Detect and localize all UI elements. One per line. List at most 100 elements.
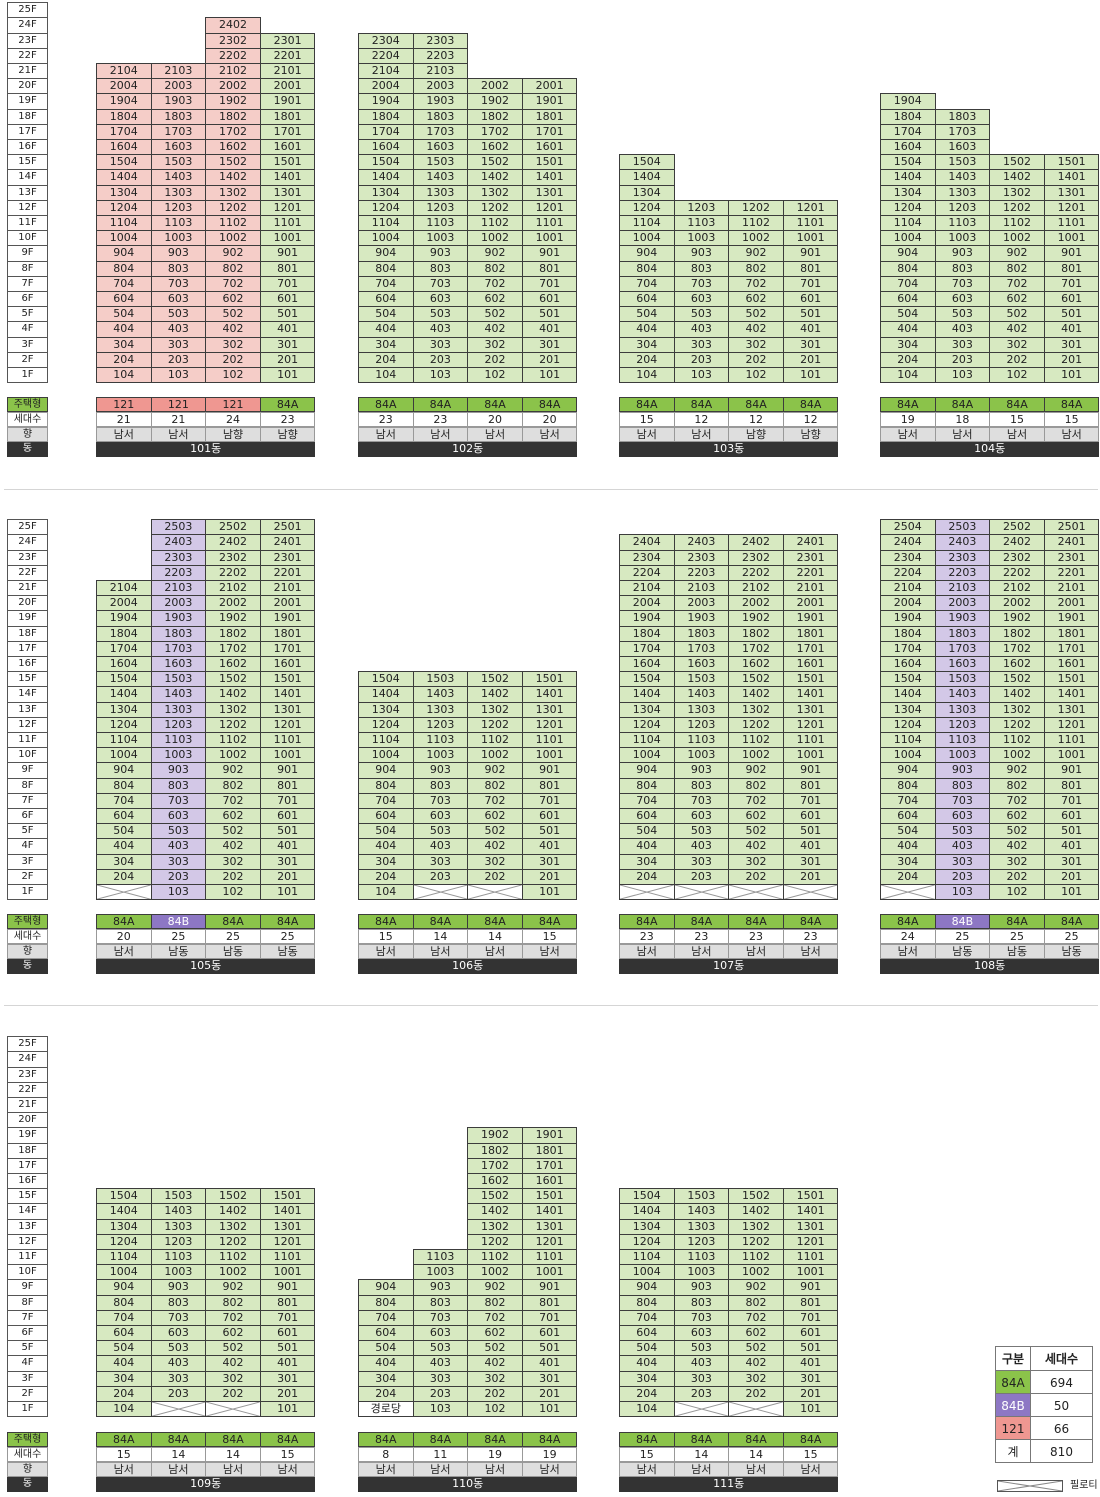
unit-cell[interactable]: 1101 bbox=[1043, 732, 1100, 749]
unit-cell[interactable]: 101 bbox=[521, 884, 578, 901]
unit-cell[interactable]: 801 bbox=[521, 777, 578, 794]
unit-cell[interactable]: 702 bbox=[205, 275, 261, 292]
unit-cell[interactable]: 904 bbox=[96, 1279, 152, 1296]
unit-cell[interactable]: 1804 bbox=[880, 625, 936, 642]
unit-cell[interactable]: 2003 bbox=[150, 595, 207, 612]
unit-cell[interactable]: 403 bbox=[934, 321, 991, 338]
unit-cell[interactable]: 1804 bbox=[358, 108, 414, 125]
unit-cell[interactable]: 1203 bbox=[150, 716, 207, 733]
unit-cell[interactable]: 1302 bbox=[989, 184, 1045, 201]
unit-cell[interactable]: 101 bbox=[1043, 884, 1100, 901]
unit-cell[interactable]: 401 bbox=[782, 838, 839, 855]
unit-cell[interactable]: 1001 bbox=[259, 747, 316, 764]
unit-cell[interactable]: 1603 bbox=[150, 139, 207, 156]
unit-cell[interactable]: 204 bbox=[96, 351, 152, 368]
unit-cell[interactable]: 601 bbox=[521, 291, 578, 308]
unit-cell[interactable]: 2204 bbox=[880, 564, 936, 581]
unit-cell[interactable]: 404 bbox=[358, 1355, 414, 1372]
unit-cell[interactable]: 501 bbox=[259, 1340, 316, 1357]
unit-cell[interactable]: 1504 bbox=[619, 1188, 675, 1205]
unit-cell[interactable]: 803 bbox=[150, 260, 207, 277]
unit-cell[interactable]: 1502 bbox=[989, 671, 1045, 688]
unit-cell[interactable]: 404 bbox=[358, 321, 414, 338]
unit-cell[interactable]: 1003 bbox=[412, 230, 469, 247]
unit-cell[interactable]: 2002 bbox=[728, 595, 784, 612]
unit-cell[interactable]: 1204 bbox=[880, 199, 936, 216]
unit-cell[interactable]: 503 bbox=[412, 823, 469, 840]
unit-cell[interactable]: 404 bbox=[96, 1355, 152, 1372]
unit-cell[interactable]: 1904 bbox=[619, 610, 675, 627]
unit-cell[interactable]: 1301 bbox=[259, 1218, 316, 1235]
unit-cell[interactable]: 801 bbox=[259, 260, 316, 277]
unit-cell[interactable]: 1202 bbox=[728, 716, 784, 733]
unit-cell[interactable]: 904 bbox=[358, 245, 414, 262]
unit-cell[interactable]: 1101 bbox=[782, 732, 839, 749]
unit-cell[interactable]: 2004 bbox=[619, 595, 675, 612]
unit-cell[interactable]: 1002 bbox=[989, 747, 1045, 764]
unit-cell[interactable]: 1004 bbox=[358, 747, 414, 764]
unit-cell[interactable]: 1402 bbox=[989, 169, 1045, 186]
unit-cell[interactable]: 201 bbox=[521, 868, 578, 885]
unit-cell[interactable]: 501 bbox=[782, 1340, 839, 1357]
unit-cell[interactable]: 504 bbox=[358, 823, 414, 840]
unit-cell[interactable]: 2302 bbox=[989, 549, 1045, 566]
unit-cell[interactable]: 902 bbox=[205, 762, 261, 779]
unit-cell[interactable]: 203 bbox=[412, 351, 469, 368]
unit-cell[interactable]: 804 bbox=[880, 260, 936, 277]
unit-cell[interactable]: 704 bbox=[358, 275, 414, 292]
unit-cell[interactable]: 703 bbox=[934, 792, 991, 809]
unit-cell[interactable]: 1301 bbox=[782, 1218, 839, 1235]
unit-cell[interactable]: 1502 bbox=[467, 671, 523, 688]
unit-cell[interactable]: 503 bbox=[150, 306, 207, 323]
unit-cell[interactable]: 1403 bbox=[412, 686, 469, 703]
unit-cell[interactable]: 302 bbox=[728, 853, 784, 870]
unit-cell[interactable]: 202 bbox=[205, 351, 261, 368]
unit-cell[interactable]: 1704 bbox=[880, 640, 936, 657]
unit-cell[interactable]: 2003 bbox=[673, 595, 730, 612]
unit-cell[interactable]: 1303 bbox=[150, 1218, 207, 1235]
unit-cell[interactable]: 201 bbox=[782, 1385, 839, 1402]
unit-cell[interactable]: 1503 bbox=[412, 154, 469, 171]
unit-cell[interactable]: 702 bbox=[205, 1309, 261, 1326]
unit-cell[interactable]: 401 bbox=[259, 1355, 316, 1372]
unit-cell[interactable]: 502 bbox=[467, 306, 523, 323]
unit-cell[interactable]: 601 bbox=[259, 291, 316, 308]
unit-cell[interactable]: 204 bbox=[358, 351, 414, 368]
unit-cell[interactable]: 1301 bbox=[521, 1218, 578, 1235]
unit-cell[interactable]: 903 bbox=[150, 1279, 207, 1296]
unit-cell[interactable]: 303 bbox=[150, 853, 207, 870]
unit-cell[interactable]: 704 bbox=[96, 1309, 152, 1326]
unit-cell[interactable]: 1601 bbox=[259, 139, 316, 156]
unit-cell[interactable]: 704 bbox=[358, 1309, 414, 1326]
unit-cell[interactable]: 2302 bbox=[205, 549, 261, 566]
unit-cell[interactable]: 1404 bbox=[880, 686, 936, 703]
unit-cell[interactable]: 1602 bbox=[205, 139, 261, 156]
unit-cell[interactable]: 1104 bbox=[96, 732, 152, 749]
unit-cell[interactable]: 1601 bbox=[259, 656, 316, 673]
unit-cell[interactable]: 202 bbox=[728, 1385, 784, 1402]
unit-cell[interactable]: 301 bbox=[521, 853, 578, 870]
unit-cell[interactable]: 202 bbox=[467, 351, 523, 368]
unit-cell[interactable]: 1003 bbox=[150, 1264, 207, 1281]
unit-cell[interactable]: 704 bbox=[880, 792, 936, 809]
unit-cell[interactable]: 1901 bbox=[782, 610, 839, 627]
unit-cell[interactable]: 501 bbox=[782, 306, 839, 323]
unit-cell[interactable]: 1304 bbox=[880, 701, 936, 718]
unit-cell[interactable]: 704 bbox=[619, 1309, 675, 1326]
unit-cell[interactable]: 102 bbox=[467, 367, 523, 384]
unit-cell[interactable]: 103 bbox=[150, 367, 207, 384]
unit-cell[interactable]: 1702 bbox=[205, 640, 261, 657]
unit-cell[interactable]: 903 bbox=[673, 245, 730, 262]
unit-cell[interactable]: 504 bbox=[880, 823, 936, 840]
unit-cell[interactable]: 1404 bbox=[880, 169, 936, 186]
unit-cell[interactable]: 203 bbox=[150, 868, 207, 885]
unit-cell[interactable]: 1202 bbox=[467, 199, 523, 216]
unit-cell[interactable]: 2501 bbox=[1043, 519, 1100, 536]
unit-cell[interactable]: 2203 bbox=[934, 564, 991, 581]
unit-cell[interactable]: 701 bbox=[521, 1309, 578, 1326]
unit-cell[interactable]: 2403 bbox=[150, 534, 207, 551]
unit-cell[interactable]: 104 bbox=[96, 367, 152, 384]
unit-cell[interactable]: 2002 bbox=[467, 78, 523, 95]
unit-cell[interactable]: 401 bbox=[1043, 321, 1100, 338]
unit-cell[interactable]: 1402 bbox=[989, 686, 1045, 703]
